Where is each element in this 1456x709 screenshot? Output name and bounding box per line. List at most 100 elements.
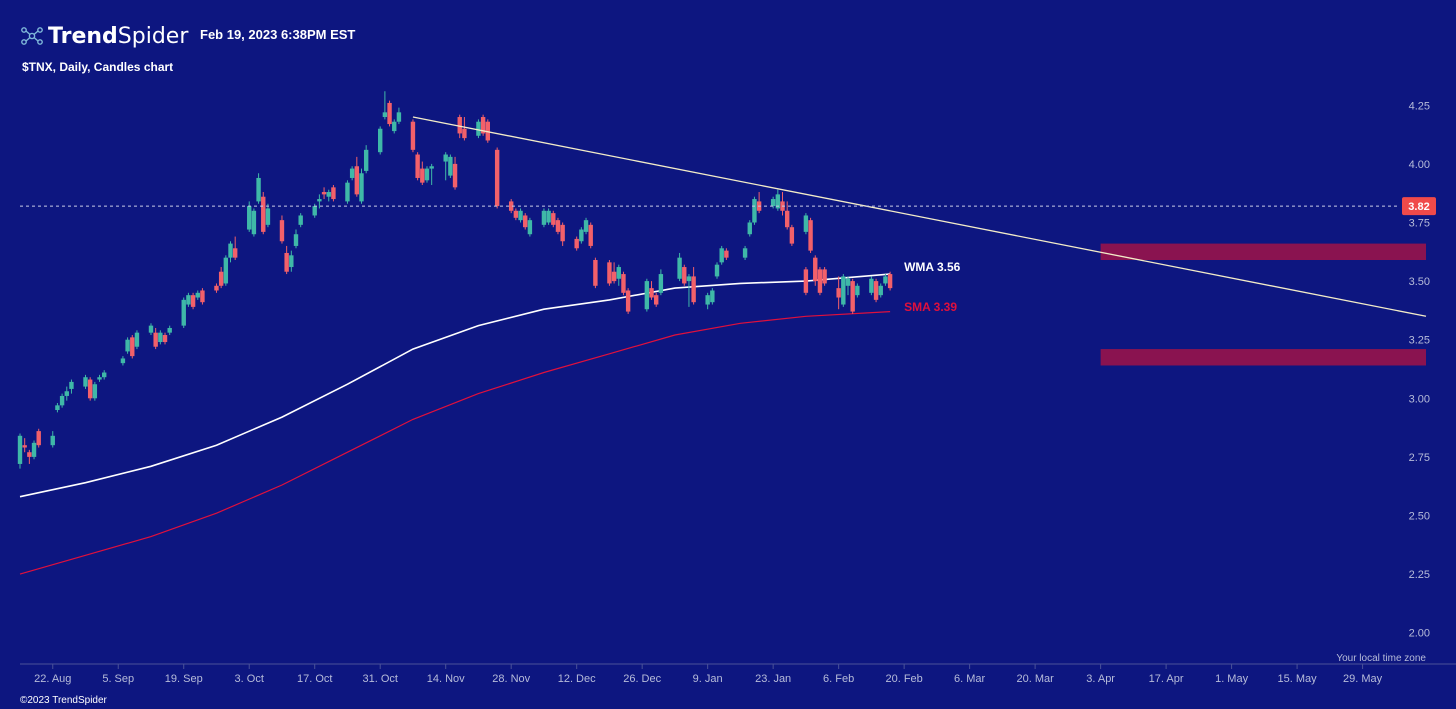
candle[interactable]: [181, 297, 186, 328]
candle[interactable]: [476, 119, 481, 139]
candle[interactable]: [186, 292, 191, 307]
candle[interactable]: [714, 262, 720, 279]
candle[interactable]: [359, 168, 364, 204]
candle[interactable]: [87, 377, 93, 401]
candle[interactable]: [27, 449, 32, 464]
candle[interactable]: [265, 203, 271, 228]
candle[interactable]: [611, 262, 617, 284]
candle[interactable]: [354, 156, 360, 197]
candle[interactable]: [228, 241, 233, 263]
candle[interactable]: [345, 180, 350, 204]
candle[interactable]: [289, 250, 294, 272]
candle[interactable]: [546, 208, 551, 225]
candle[interactable]: [494, 147, 500, 209]
candle[interactable]: [55, 402, 60, 413]
candle[interactable]: [420, 161, 425, 185]
candle[interactable]: [686, 274, 692, 307]
candle[interactable]: [588, 222, 593, 249]
candle[interactable]: [59, 393, 65, 408]
candle[interactable]: [677, 252, 682, 282]
candle[interactable]: [363, 145, 369, 174]
candle[interactable]: [841, 274, 846, 307]
candle[interactable]: [83, 374, 88, 389]
candle[interactable]: [887, 271, 893, 291]
candle[interactable]: [523, 213, 528, 230]
candle[interactable]: [775, 189, 781, 211]
candle[interactable]: [508, 199, 514, 214]
candle[interactable]: [349, 166, 355, 181]
candle[interactable]: [710, 288, 715, 305]
candle[interactable]: [579, 227, 584, 244]
candle[interactable]: [658, 269, 664, 296]
candle[interactable]: [873, 278, 879, 303]
candle[interactable]: [331, 184, 336, 202]
candle[interactable]: [770, 196, 776, 209]
candle[interactable]: [130, 335, 135, 359]
candle[interactable]: [298, 213, 303, 228]
candle[interactable]: [195, 290, 200, 300]
candle[interactable]: [321, 187, 327, 200]
candle[interactable]: [803, 213, 809, 235]
candle[interactable]: [583, 217, 589, 235]
candle[interactable]: [50, 431, 55, 448]
candle[interactable]: [102, 370, 107, 380]
candle[interactable]: [691, 267, 696, 305]
candle[interactable]: [64, 386, 69, 401]
candle[interactable]: [541, 208, 547, 228]
candle[interactable]: [31, 440, 37, 460]
candle[interactable]: [518, 208, 523, 223]
candle[interactable]: [92, 381, 98, 401]
candle[interactable]: [279, 215, 285, 244]
candle[interactable]: [410, 119, 416, 153]
candle[interactable]: [625, 288, 631, 314]
candle[interactable]: [883, 274, 888, 286]
candle[interactable]: [387, 100, 392, 127]
candle[interactable]: [429, 163, 434, 185]
candle[interactable]: [742, 245, 748, 261]
candle[interactable]: [813, 255, 818, 286]
candle[interactable]: [218, 267, 224, 289]
candle[interactable]: [789, 224, 795, 246]
candle[interactable]: [869, 276, 874, 296]
candle[interactable]: [593, 257, 598, 289]
candle[interactable]: [134, 330, 140, 350]
candle[interactable]: [574, 236, 579, 251]
candle[interactable]: [452, 156, 458, 190]
candle[interactable]: [822, 267, 827, 286]
candle[interactable]: [382, 91, 388, 120]
candle[interactable]: [649, 281, 654, 300]
candle[interactable]: [148, 323, 154, 336]
candle[interactable]: [214, 283, 219, 293]
candle[interactable]: [120, 356, 126, 366]
candle[interactable]: [845, 276, 851, 296]
candle[interactable]: [719, 245, 724, 265]
candle[interactable]: [784, 201, 790, 230]
candle[interactable]: [378, 126, 383, 155]
candle[interactable]: [621, 271, 626, 296]
candle[interactable]: [850, 278, 855, 314]
candle[interactable]: [616, 264, 621, 286]
candle[interactable]: [724, 248, 729, 261]
candle[interactable]: [167, 325, 172, 336]
candle[interactable]: [513, 208, 519, 221]
candle[interactable]: [878, 283, 883, 298]
candle[interactable]: [162, 332, 168, 345]
candle[interactable]: [551, 210, 556, 228]
candles[interactable]: [17, 91, 893, 469]
candle[interactable]: [256, 173, 261, 204]
candle[interactable]: [448, 154, 453, 178]
candle[interactable]: [462, 117, 467, 141]
timezone-note[interactable]: Your local time zone: [1336, 653, 1426, 664]
candle[interactable]: [326, 189, 331, 202]
candle[interactable]: [682, 264, 687, 286]
candle[interactable]: [97, 374, 102, 382]
candle[interactable]: [153, 327, 158, 350]
candle[interactable]: [284, 245, 289, 275]
candle[interactable]: [392, 119, 397, 134]
candle[interactable]: [654, 292, 659, 307]
candle[interactable]: [17, 433, 23, 469]
candle[interactable]: [317, 194, 322, 209]
candle[interactable]: [480, 114, 486, 136]
candle[interactable]: [836, 276, 841, 310]
